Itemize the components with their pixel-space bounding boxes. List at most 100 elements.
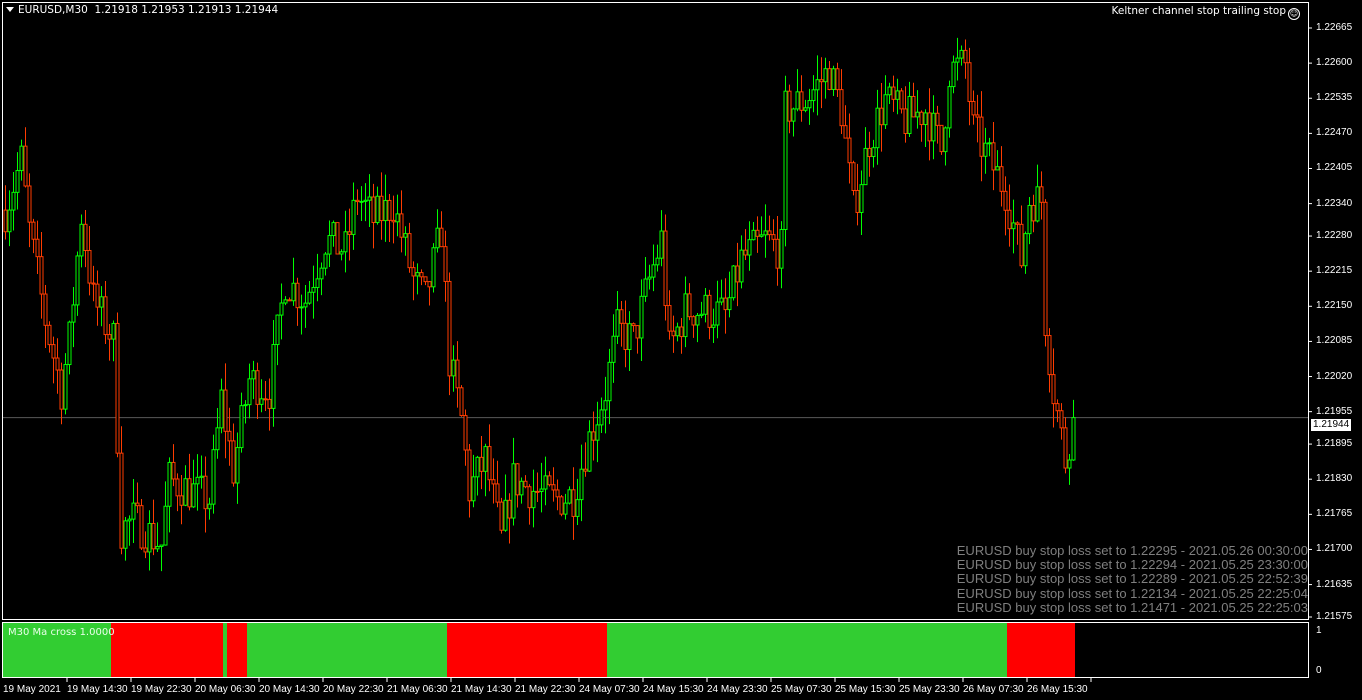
candle-body [347, 231, 352, 235]
candle-body [515, 463, 520, 496]
candle-body [655, 257, 660, 266]
candle-body [127, 518, 132, 522]
candle-body [367, 196, 372, 201]
candle [1023, 231, 1028, 274]
candle [603, 376, 608, 434]
candle [1015, 221, 1020, 245]
candle [1047, 328, 1052, 393]
candle-body [331, 222, 336, 237]
candle [967, 47, 972, 126]
candle-body [923, 112, 928, 126]
candle [631, 322, 636, 332]
candle [503, 474, 508, 532]
candle-body [651, 264, 656, 278]
candle [699, 301, 704, 319]
candle-body [139, 505, 144, 549]
candle [371, 183, 376, 249]
candle-body [719, 297, 724, 303]
candle-body [851, 162, 856, 191]
candle [727, 271, 732, 318]
candle-body [1011, 222, 1016, 230]
price-tick-label: 1.21765 [1316, 508, 1353, 520]
candle [879, 83, 884, 152]
candle [1027, 196, 1032, 245]
candle-body [803, 107, 808, 111]
candle [1007, 184, 1012, 247]
candle [283, 296, 288, 306]
candle [1035, 164, 1040, 223]
candle-body [611, 335, 616, 363]
candle-body [1035, 186, 1040, 222]
candle [871, 139, 876, 168]
candle-body [795, 91, 800, 110]
candle-body [847, 137, 852, 164]
candle [587, 420, 592, 473]
candle [223, 363, 228, 459]
candle-body [919, 111, 924, 126]
candle [731, 264, 736, 301]
candle [795, 69, 800, 112]
candle [991, 121, 996, 191]
candle [399, 190, 404, 253]
candle [615, 291, 620, 344]
candle-body [59, 369, 64, 410]
candle [431, 243, 436, 293]
candle [611, 314, 616, 383]
candle [763, 204, 768, 258]
candle [307, 281, 312, 305]
candle-body [595, 424, 600, 441]
indicator-segment [247, 623, 447, 677]
candle-body [935, 112, 940, 126]
dropdown-triangle-icon[interactable] [6, 7, 14, 12]
candle-body [131, 502, 136, 520]
candle [535, 472, 540, 502]
candle [963, 39, 968, 79]
candle-body [151, 523, 156, 550]
candle [899, 88, 904, 114]
price-tick-label: 1.21700 [1316, 543, 1353, 555]
candle-body [399, 213, 404, 238]
candle-body [743, 249, 748, 256]
candle-body [491, 479, 496, 485]
candle-body [7, 209, 12, 233]
candle-body [739, 249, 744, 283]
candle [267, 378, 272, 431]
candle [523, 475, 528, 489]
candle-body [219, 389, 224, 429]
expert-advisor-label[interactable]: Keltner channel stop trailing stop ☺ [1112, 5, 1300, 20]
candle [287, 297, 292, 302]
candle [255, 362, 260, 420]
candle [719, 279, 724, 306]
candle-body [987, 142, 992, 145]
candle [927, 88, 932, 161]
candle-body [107, 334, 112, 340]
candle-body [179, 495, 184, 506]
time-tick-label: 25 May 07:30 [771, 684, 832, 695]
candle-body [191, 483, 196, 508]
candle [387, 194, 392, 242]
candle [599, 397, 604, 433]
candle-body [735, 265, 740, 283]
time-tick-label: 24 May 07:30 [579, 684, 640, 695]
candle-body [599, 409, 604, 426]
candle-body [427, 281, 432, 288]
candle [743, 229, 748, 261]
candle-body [503, 499, 508, 531]
candle [751, 222, 756, 241]
candle-body [355, 199, 360, 203]
candle-body [675, 326, 680, 337]
candle [755, 216, 760, 253]
candle-body [807, 100, 812, 109]
candle-body [35, 238, 40, 258]
candle [643, 257, 648, 302]
candle-body [1007, 209, 1012, 230]
candle-body [763, 230, 768, 236]
candle-body [787, 90, 792, 122]
candle [1031, 194, 1036, 233]
price-tick-label: 1.22665 [1316, 22, 1353, 33]
time-tick-label: 21 May 22:30 [515, 684, 576, 695]
time-tick-label: 26 May 07:30 [963, 684, 1024, 695]
candle [315, 253, 320, 302]
candle [403, 226, 408, 256]
